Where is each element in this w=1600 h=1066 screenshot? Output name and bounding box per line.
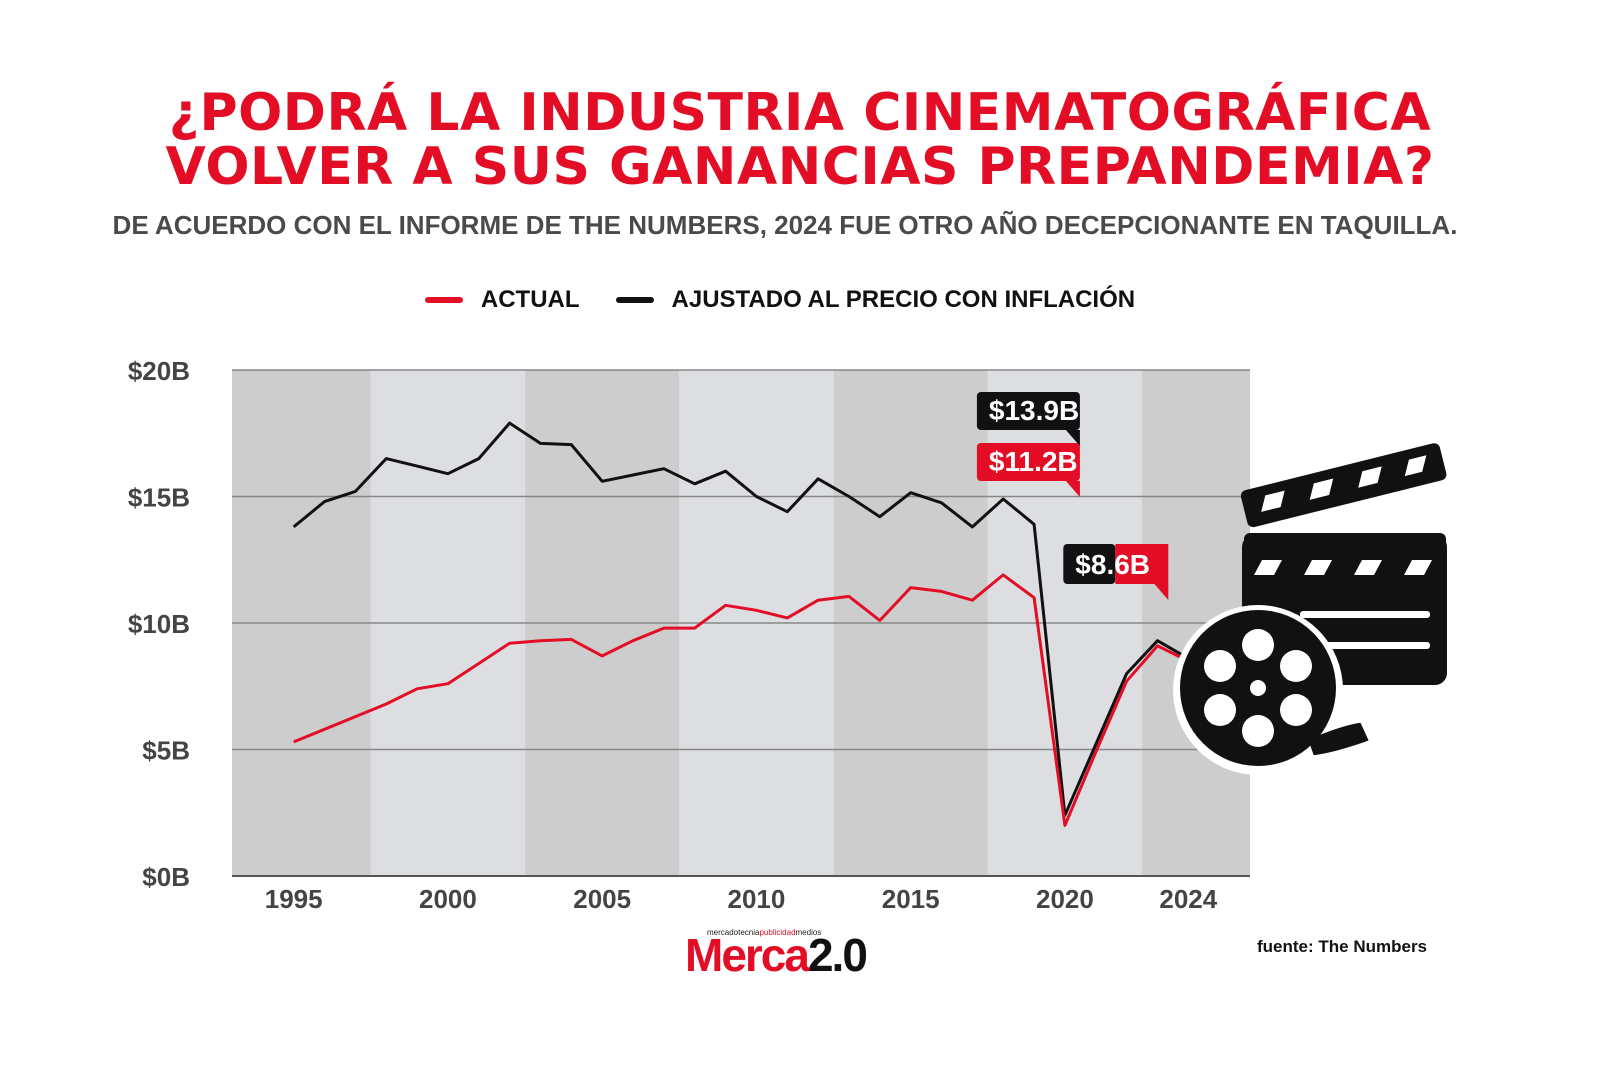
series-lines	[292, 421, 1190, 827]
annotations: $13.9B $11.2B $8.6B	[976, 392, 1169, 600]
callout-label: $13.9B	[989, 395, 1079, 426]
callout-label-part: 6B	[1114, 549, 1150, 580]
callout-box	[976, 392, 1080, 430]
x-tick-label: 2005	[573, 884, 631, 914]
y-tick-label: $20B	[128, 356, 190, 386]
legend-label-actual: ACTUAL	[480, 286, 580, 313]
callout-2024: $8.6B	[1063, 544, 1169, 600]
y-tick-label: $5B	[142, 736, 190, 766]
x-tick-label: 2020	[1036, 884, 1094, 914]
title-line-1: ¿PODRÁ LA INDUSTRIA CINEMATOGRÁFICA	[168, 83, 1432, 143]
title-line-2: VOLVER A SUS GANANCIAS PREPANDEMIA?	[165, 137, 1435, 197]
callout-pointer	[1154, 584, 1169, 600]
logo-tagline: mercadotecniapublicidadmedios	[707, 928, 822, 937]
callout-box	[1063, 544, 1116, 584]
callout-adjusted-2020: $13.9B	[976, 392, 1080, 446]
legend-swatch-adjusted	[615, 297, 654, 303]
callout-label-part: $13.9B	[989, 395, 1079, 426]
legend: ACTUAL AJUSTADO AL PRECIO CON INFLACIÓN	[0, 286, 1560, 314]
x-tick-label: 2024	[1159, 884, 1217, 914]
callout-pointer	[1065, 430, 1080, 446]
merca20-logo: mercadotecniapublicidadmedios Merca2.0	[685, 928, 925, 978]
legend-item-actual: ACTUAL	[424, 286, 580, 314]
series-line-actual	[293, 573, 1189, 827]
legend-label-adjusted: AJUSTADO AL PRECIO CON INFLACIÓN	[671, 286, 1136, 313]
y-tick-label: $15B	[128, 483, 190, 513]
callout-box	[976, 443, 1080, 481]
x-tick-label: 2015	[882, 884, 940, 914]
chart-title: ¿PODRÁ LA INDUSTRIA CINEMATOGRÁFICA VOLV…	[0, 86, 1600, 194]
legend-item-adjusted: AJUSTADO AL PRECIO CON INFLACIÓN	[615, 286, 1136, 314]
x-tick-label: 1995	[265, 884, 323, 914]
film-reel-icon	[1173, 605, 1376, 775]
source-note: fuente: The Numbers	[1257, 937, 1428, 956]
y-tick-label: $10B	[128, 609, 190, 639]
callout-label: $8.6B	[1075, 549, 1150, 580]
axis-ticks: $0B $5B $10B $15B $20B 1995 2000 2005 2010 2015 20…	[128, 356, 1218, 914]
callout-label-part: $11.2B	[989, 446, 1078, 477]
callout-label: $11.2B	[989, 446, 1078, 477]
logo-wordmark: Merca2.0	[685, 929, 868, 981]
legend-swatch-actual	[424, 297, 463, 303]
callout-pointer	[1065, 481, 1080, 497]
series-line-adjusted	[292, 421, 1190, 817]
x-tick-label: 2010	[728, 884, 786, 914]
grid-lines	[232, 369, 1250, 877]
x-tick-label: 2000	[419, 884, 477, 914]
icons	[1173, 443, 1447, 775]
callout-actual-2020: $11.2B	[976, 443, 1080, 497]
chart-subtitle: DE ACUERDO CON EL INFORME DE THE NUMBERS…	[112, 210, 1458, 240]
callout-label-part: $8.	[1075, 549, 1114, 580]
y-tick-label: $0B	[142, 862, 190, 892]
callout-box	[1115, 544, 1169, 584]
